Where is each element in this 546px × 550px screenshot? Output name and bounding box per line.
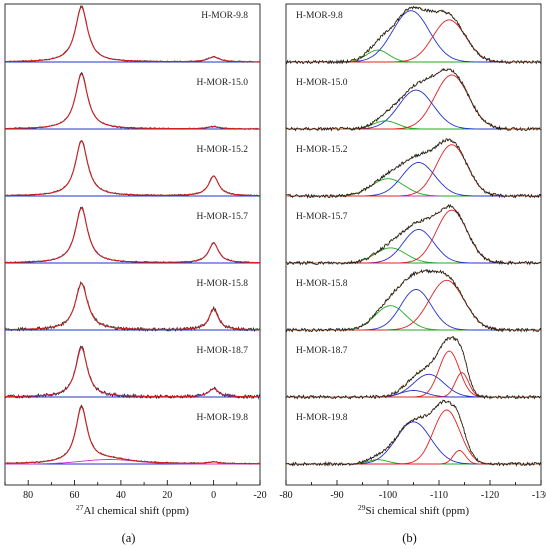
panel-a-x-axis-title-sup: 27 <box>76 503 84 512</box>
panel-a-spectra: H-MOR-9.8 H-MOR-15.0 H-MOR-15.2 H-MOR-15.7 H… <box>4 5 261 465</box>
x-tick-label: 60 <box>70 490 80 501</box>
fitted-spectrum <box>5 346 260 398</box>
x-tick-label: -120 <box>481 490 499 501</box>
x-tick-label: -130 <box>532 490 546 501</box>
panel-a-x-axis-title-main: Al chemical shift (ppm) <box>84 505 190 517</box>
experimental-spectrum <box>285 399 542 467</box>
spectrum-h-mor-15-2: H-MOR-15.2 <box>4 140 261 197</box>
fitted-spectrum <box>5 207 260 264</box>
spectrum-label: H-MOR-19.8 <box>296 413 348 423</box>
spectrum-label: H-MOR-15.7 <box>296 212 348 222</box>
experimental-spectrum <box>285 5 542 65</box>
fit-component <box>286 305 541 331</box>
panel-a-al27-nmr: H-MOR-9.8 H-MOR-15.0 H-MOR-15.2 H-MOR-15.7 H… <box>4 3 267 545</box>
fitted-sum <box>286 401 541 465</box>
panel-a-plot-frame <box>4 3 261 486</box>
fitted-spectrum <box>5 6 260 63</box>
x-tick-label: 40 <box>116 490 126 501</box>
spectrum-h-mor-15-0: H-MOR-15.0 <box>285 67 542 132</box>
x-tick-label: -80 <box>279 490 292 501</box>
spectrum-label: H-MOR-9.8 <box>296 11 343 21</box>
spectrum-h-mor-19-8: H-MOR-19.8 <box>4 404 261 465</box>
spectrum-h-mor-9-8: H-MOR-9.8 <box>4 5 261 63</box>
x-tick-label: -110 <box>430 490 448 501</box>
spectrum-label: H-MOR-15.2 <box>197 145 249 155</box>
panel-b-x-axis-title-main: Si chemical shift (ppm) <box>365 505 469 517</box>
panel-a-letter: (a) <box>122 531 136 545</box>
fit-component <box>286 49 541 63</box>
fit-component <box>286 289 541 331</box>
spectrum-label: H-MOR-18.7 <box>197 346 249 356</box>
spectrum-h-mor-15-0: H-MOR-15.0 <box>4 72 261 131</box>
fit-component <box>286 89 541 130</box>
panel-b-letter: (b) <box>402 531 417 545</box>
fitted-spectrum <box>4 406 260 465</box>
x-tick-label: 0 <box>211 490 216 501</box>
spectrum-label: H-MOR-15.0 <box>296 78 348 88</box>
fitted-spectrum <box>4 282 260 331</box>
spectrum-h-mor-18-7: H-MOR-18.7 <box>285 336 542 400</box>
x-tick-label: 80 <box>23 490 33 501</box>
panel-b-si29-nmr: H-MOR-9.8 H-MOR-15.0 H-MOR-15.2 H-MOR-15.7 H… <box>279 3 546 545</box>
panel-b-spectra: H-MOR-9.8 H-MOR-15.0 H-MOR-15.2 H-MOR-15.7 H… <box>285 5 542 467</box>
spectrum-h-mor-15-8: H-MOR-15.8 <box>285 268 542 333</box>
x-tick-label: -100 <box>379 490 397 501</box>
fit-component <box>286 19 541 63</box>
spectrum-label: H-MOR-18.7 <box>296 346 348 356</box>
experimental-spectrum <box>285 67 542 132</box>
spectrum-h-mor-15-7: H-MOR-15.7 <box>285 203 542 266</box>
spectrum-h-mor-9-8: H-MOR-9.8 <box>285 5 542 65</box>
spectrum-h-mor-15-7: H-MOR-15.7 <box>4 206 261 264</box>
x-tick-label: -90 <box>330 490 343 501</box>
fitted-sum <box>286 139 541 197</box>
spectrum-label: H-MOR-19.8 <box>197 413 249 423</box>
experimental-spectrum <box>285 203 542 266</box>
experimental-spectrum <box>285 138 542 199</box>
spectrum-label: H-MOR-9.8 <box>201 11 248 21</box>
x-tick-label: -20 <box>253 490 266 501</box>
spectrum-label: H-MOR-15.7 <box>197 212 249 222</box>
spectrum-h-mor-19-8: H-MOR-19.8 <box>285 399 542 467</box>
experimental-spectrum <box>285 268 542 333</box>
panel-b-x-axis: -80 -90 -100 -110 -120 -130 <box>279 480 546 501</box>
panel-b-x-axis-title-sup: 29 <box>358 503 366 512</box>
spectrum-label: H-MOR-15.0 <box>197 78 249 88</box>
panel-a-x-axis: 80 60 40 20 0 -20 <box>4 480 267 501</box>
experimental-spectrum <box>285 336 542 400</box>
spectrum-h-mor-15-8: H-MOR-15.8 <box>4 279 261 333</box>
panel-a-x-axis-title: 27Al chemical shift (ppm) <box>76 503 189 518</box>
spectrum-h-mor-18-7: H-MOR-18.7 <box>4 345 261 400</box>
fitted-spectrum <box>5 73 260 130</box>
spectrum-label: H-MOR-15.8 <box>296 279 348 289</box>
x-tick-label: 20 <box>162 490 172 501</box>
fitted-spectrum <box>5 140 260 197</box>
spectrum-label: H-MOR-15.2 <box>296 145 348 155</box>
fit-component <box>286 421 541 465</box>
spectrum-label: H-MOR-15.8 <box>197 279 249 289</box>
spectrum-h-mor-15-2: H-MOR-15.2 <box>285 138 542 199</box>
panel-b-x-axis-title: 29Si chemical shift (ppm) <box>358 503 469 518</box>
